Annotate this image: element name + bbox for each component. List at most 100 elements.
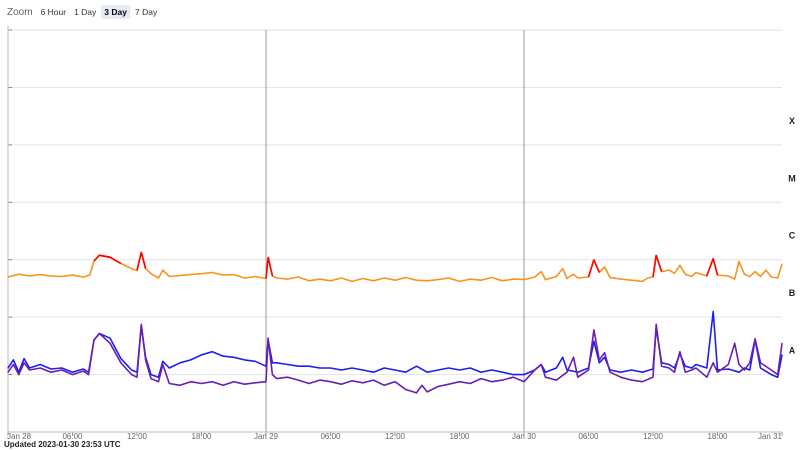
x-tick-label: Jan 30: [512, 432, 537, 441]
data-point-short_b: [71, 373, 74, 376]
data-point-short_b: [684, 371, 686, 373]
data-point-short_b: [98, 332, 100, 335]
data-point-short_a: [593, 340, 595, 342]
data-point-short_b: [712, 362, 714, 364]
data-point-short_b: [734, 342, 736, 344]
data-point-short_b: [426, 391, 428, 393]
data-point-short_b: [211, 381, 213, 383]
data-point-short_b: [706, 376, 708, 378]
data-point-short_b: [743, 369, 745, 371]
x-tick-label: Jan 28: [7, 432, 32, 441]
data-point-long: [131, 268, 133, 270]
series-line-short_b: [7, 323, 783, 394]
data-point-short_b: [265, 381, 267, 383]
data-point-short_b: [308, 382, 310, 385]
data-point-short_b: [362, 382, 364, 384]
data-point-short_a: [480, 371, 482, 373]
data-point-short_b: [168, 382, 170, 385]
zoom-bar: Zoom 6 Hour 1 Day 3 Day 7 Day: [7, 3, 160, 21]
data-point-long: [7, 276, 9, 278]
data-point-short_a: [405, 371, 407, 373]
data-point-long: [673, 272, 676, 274]
data-point-long: [501, 280, 504, 282]
data-point-short_b: [716, 371, 719, 373]
data-point-short_a: [777, 376, 779, 378]
data-point-short_a: [469, 367, 471, 369]
zoom-6-hour-button[interactable]: 6 Hour: [40, 7, 67, 17]
data-point-long: [512, 278, 514, 280]
data-point-short_a: [555, 367, 557, 369]
data-point-short_b: [593, 329, 595, 331]
data-point-short_a: [233, 356, 235, 358]
data-point-long: [61, 275, 63, 278]
data-point-long: [777, 277, 779, 279]
data-point-short_a: [712, 310, 714, 313]
data-point-short_a: [7, 367, 9, 369]
data-point-short_a: [604, 356, 606, 358]
data-point-long: [200, 273, 203, 275]
data-point-long: [89, 274, 91, 276]
data-point-short_a: [706, 367, 708, 369]
series-highlight-segment: [712, 258, 719, 276]
data-point-short_a: [297, 365, 299, 367]
series-highlight-segment: [99, 254, 111, 259]
data-point-short_b: [276, 378, 278, 380]
x-tick-label: 18:00: [191, 432, 212, 441]
data-point-short_b: [267, 337, 269, 339]
data-point-short_b: [458, 381, 461, 383]
data-point-short_a: [415, 365, 418, 367]
data-point-short_b: [297, 379, 299, 381]
data-point-long: [534, 276, 536, 278]
data-point-short_b: [655, 323, 657, 325]
data-point-long: [437, 279, 439, 281]
data-point-short_a: [319, 367, 321, 369]
data-point-short_b: [749, 362, 751, 364]
data-point-long: [50, 275, 52, 277]
data-point-long: [566, 277, 568, 280]
x-tick-label: 12:00: [127, 432, 148, 441]
data-point-short_b: [727, 363, 729, 366]
data-point-long: [28, 275, 31, 277]
data-point-long: [749, 275, 751, 278]
data-point-short_b: [271, 373, 274, 376]
data-point-long: [641, 280, 643, 282]
data-point-short_b: [23, 362, 25, 364]
data-point-short_a: [190, 359, 192, 361]
data-point-short_a: [562, 356, 564, 358]
x-tick-label: Jan 29: [254, 432, 279, 441]
data-point-long: [695, 271, 697, 274]
x-tick-label: 18:00: [707, 432, 728, 441]
flux-class-label-x: X: [789, 116, 795, 126]
data-point-long: [254, 275, 256, 278]
data-point-long: [71, 274, 74, 276]
data-point-short_b: [286, 376, 289, 378]
data-point-long: [190, 274, 192, 276]
data-point-short_b: [437, 385, 439, 388]
data-point-short_b: [254, 382, 256, 384]
data-point-short_b: [7, 371, 9, 373]
data-point-long: [523, 279, 525, 281]
data-point-short_b: [39, 367, 41, 369]
zoom-3-day-button[interactable]: 3 Day: [101, 5, 130, 19]
data-point-long: [18, 273, 20, 275]
flux-class-label-b: B: [789, 288, 796, 298]
data-point-short_b: [555, 379, 557, 381]
data-point-long: [572, 273, 575, 275]
data-point-short_b: [222, 384, 224, 386]
data-point-long: [727, 275, 729, 277]
zoom-1-day-button[interactable]: 1 Day: [74, 7, 97, 17]
data-point-short_a: [23, 357, 25, 360]
data-point-short_b: [150, 378, 152, 380]
series-highlight-segment: [593, 259, 600, 273]
data-point-short_a: [82, 368, 84, 370]
data-point-long: [383, 277, 385, 279]
data-point-long: [351, 280, 353, 282]
zoom-7-day-button[interactable]: 7 Day: [134, 7, 158, 17]
data-point-short_b: [394, 381, 396, 383]
data-point-short_a: [308, 365, 310, 367]
data-point-short_b: [630, 379, 633, 381]
data-point-short_a: [691, 367, 693, 369]
data-point-long: [372, 280, 375, 282]
series-highlight-segment: [652, 255, 658, 278]
